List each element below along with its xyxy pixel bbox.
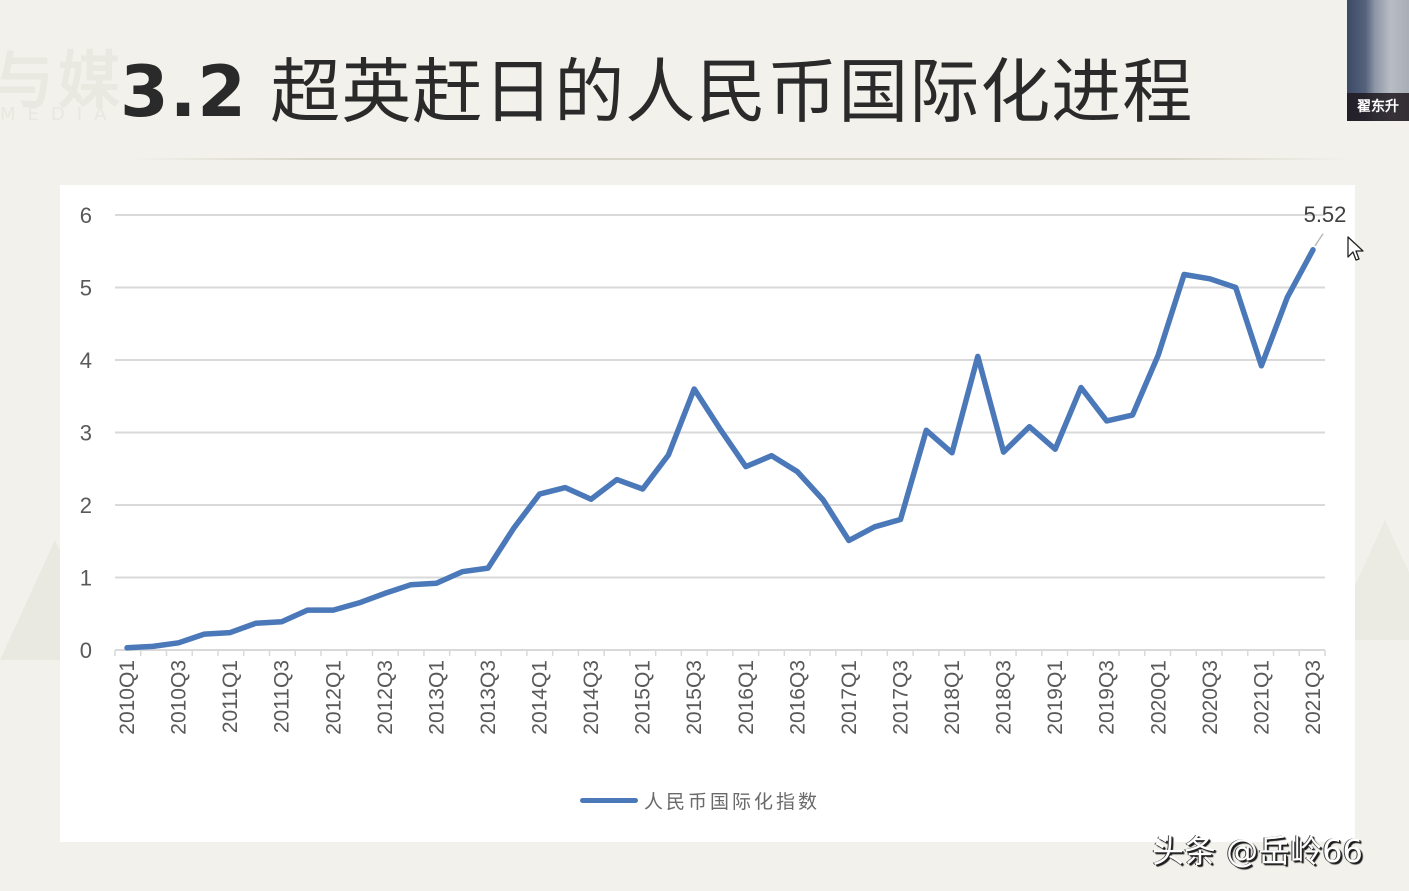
x-tick-label: 2010Q1 [116,660,139,735]
x-tick-label: 2011Q1 [219,660,242,733]
x-tick-label: 2011Q3 [271,660,294,733]
y-tick-label: 4 [80,348,92,373]
chart-legend: 人民币国际化指数 [580,787,820,814]
x-tick-label: 2017Q1 [838,660,861,735]
x-tick-label: 2015Q1 [632,660,655,735]
x-tick-label: 2021Q3 [1302,660,1325,735]
x-tick-label: 2013Q1 [425,660,448,735]
legend-label: 人民币国际化指数 [644,791,821,813]
presenter-name: 翟东升 [1347,93,1409,121]
title-divider [130,158,1350,160]
x-tick-label: 2015Q3 [683,660,706,735]
x-tick-label: 2020Q1 [1147,660,1170,735]
presenter-webcam-thumbnail[interactable]: 翟东升 [1347,0,1409,121]
slide-title-text: 超英赶日的人民币国际化进程 [270,51,1194,133]
x-tick-label: 2020Q3 [1199,660,1222,735]
y-tick-label: 5 [80,276,92,301]
x-tick-label: 2010Q3 [168,660,191,735]
annotation-leader [1314,233,1324,247]
y-tick-label: 1 [80,566,92,591]
slide-title-number: 3.2 [120,51,248,133]
x-tick-label: 2019Q1 [1044,660,1067,735]
x-tick-label: 2021Q1 [1250,660,1273,735]
background-watermark-sub: MEDIA [0,104,119,125]
x-tick-label: 2019Q3 [1096,660,1119,735]
x-tick-label: 2014Q1 [529,660,552,735]
series-line [124,247,1316,651]
source-credit-watermark: 头条 @岳岭66 [1152,832,1363,870]
x-tick-label: 2013Q3 [477,660,500,735]
y-tick-label: 0 [80,638,92,663]
line-chart: 0 1 2 3 4 5 6 2010Q1 2010Q3 2011Q1 2011Q3 2012Q1 201… [80,202,1347,735]
x-tick-label: 2016Q3 [786,660,809,735]
slide-title: 3.2 超英赶日的人民币国际化进程 [120,36,1193,137]
y-tick-label: 3 [80,421,92,446]
x-tick-label: 2012Q3 [374,660,397,735]
data-label: 5.52 [1304,202,1347,227]
y-tick-label: 6 [80,203,92,228]
legend-line-icon [580,798,638,803]
x-tick-label: 2017Q3 [889,660,912,735]
x-tick-label: 2018Q1 [941,660,964,735]
x-tick-label: 2018Q3 [993,660,1016,735]
y-tick-label: 2 [80,493,92,518]
chart-card: 0 1 2 3 4 5 6 2010Q1 2010Q3 2011Q1 2011Q3 2012Q1 201… [60,185,1355,842]
background-watermark: 与媒 [0,44,125,117]
x-tick-label: 2016Q1 [735,660,758,735]
x-tick-label: 2014Q3 [580,660,603,735]
x-tick-label: 2012Q1 [322,660,345,735]
mouse-pointer-icon [1347,236,1364,261]
